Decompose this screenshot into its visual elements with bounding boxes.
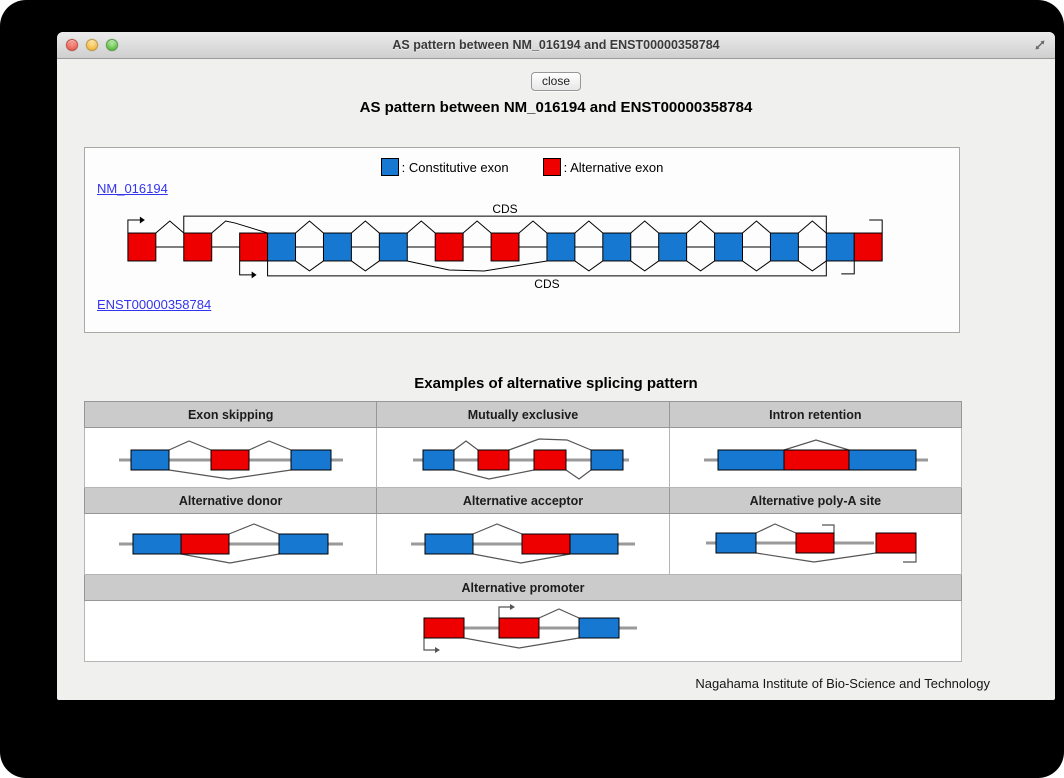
alternative-polya-icon [705, 523, 917, 563]
svg-text:CDS: CDS [492, 202, 517, 216]
legend-item-constitutive: : Constitutive exon [380, 158, 509, 176]
table-diagram-row [83, 513, 963, 575]
table-header-row: Exon skipping Mutually exclusive Intron … [83, 401, 963, 428]
constitutive-exon-swatch [380, 158, 399, 176]
diagram-exon-skipping [83, 427, 378, 488]
legend-item-alternative: : Alternative exon [542, 158, 664, 176]
header-intron-retention: Intron retention [668, 401, 963, 428]
diagram-alternative-polya [668, 513, 963, 575]
table-diagram-row [83, 427, 963, 488]
transcript-link-enst[interactable]: ENST00000358784 [97, 297, 212, 312]
header-alternative-donor: Alternative donor [83, 487, 378, 514]
mutually-exclusive-icon [413, 438, 630, 480]
constitutive-exon-label: : Constitutive exon [401, 159, 509, 175]
gene-structure-panel: : Constitutive exon : Alternative exon N… [84, 147, 960, 333]
transcript-link-nm[interactable]: NM_016194 [97, 181, 168, 196]
diagram-mutually-exclusive [376, 427, 670, 488]
window-content: close AS pattern between NM_016194 and E… [57, 59, 1055, 700]
alternative-donor-icon [119, 523, 343, 564]
header-alternative-promoter: Alternative promoter [84, 574, 962, 601]
minimize-window-icon[interactable] [86, 39, 98, 51]
header-exon-skipping: Exon skipping [83, 401, 378, 428]
close-row: close [57, 59, 1055, 91]
app-window: AS pattern between NM_016194 and ENST000… [57, 32, 1055, 700]
legend: : Constitutive exon : Alternative exon [85, 158, 959, 176]
page-title: AS pattern between NM_016194 and ENST000… [359, 99, 753, 116]
alternative-promoter-icon [423, 604, 637, 653]
diagram-alternative-acceptor [376, 513, 670, 575]
intron-retention-icon [703, 439, 928, 471]
examples-heading: Examples of alternative splicing pattern [414, 375, 698, 392]
gene-diagram-svg: CDS CDS [127, 202, 883, 291]
header-mutually-exclusive: Mutually exclusive [376, 401, 670, 428]
table-header-row: Alternative donor Alternative acceptor A… [83, 487, 963, 514]
as-examples-table: Exon skipping Mutually exclusive Intron … [83, 401, 963, 662]
diagram-alternative-donor [83, 513, 378, 575]
zoom-window-icon[interactable] [106, 39, 118, 51]
diagram-alternative-promoter [84, 600, 962, 662]
as-pattern-diagram: CDS CDS [85, 199, 959, 296]
resize-grip-icon[interactable] [1033, 38, 1047, 52]
diagram-intron-retention [668, 427, 963, 488]
title-bar[interactable]: AS pattern between NM_016194 and ENST000… [57, 32, 1055, 59]
alternative-exon-swatch [542, 158, 561, 176]
exon-skipping-icon [119, 440, 343, 480]
institution-credit: Nagahama Institute of Bio-Science and Te… [695, 676, 990, 691]
close-window-icon[interactable] [66, 39, 78, 51]
alternative-exon-label: : Alternative exon [563, 159, 664, 175]
close-button[interactable]: close [530, 72, 581, 91]
alternative-acceptor-icon [411, 523, 636, 564]
svg-text:CDS: CDS [534, 277, 559, 291]
window-title: AS pattern between NM_016194 and ENST000… [392, 38, 720, 52]
table-diagram-row [84, 600, 962, 662]
header-alternative-acceptor: Alternative acceptor [376, 487, 670, 514]
header-alternative-polya: Alternative poly-A site [668, 487, 963, 514]
table-header-row: Alternative promoter [84, 574, 962, 601]
traffic-lights [66, 39, 118, 51]
